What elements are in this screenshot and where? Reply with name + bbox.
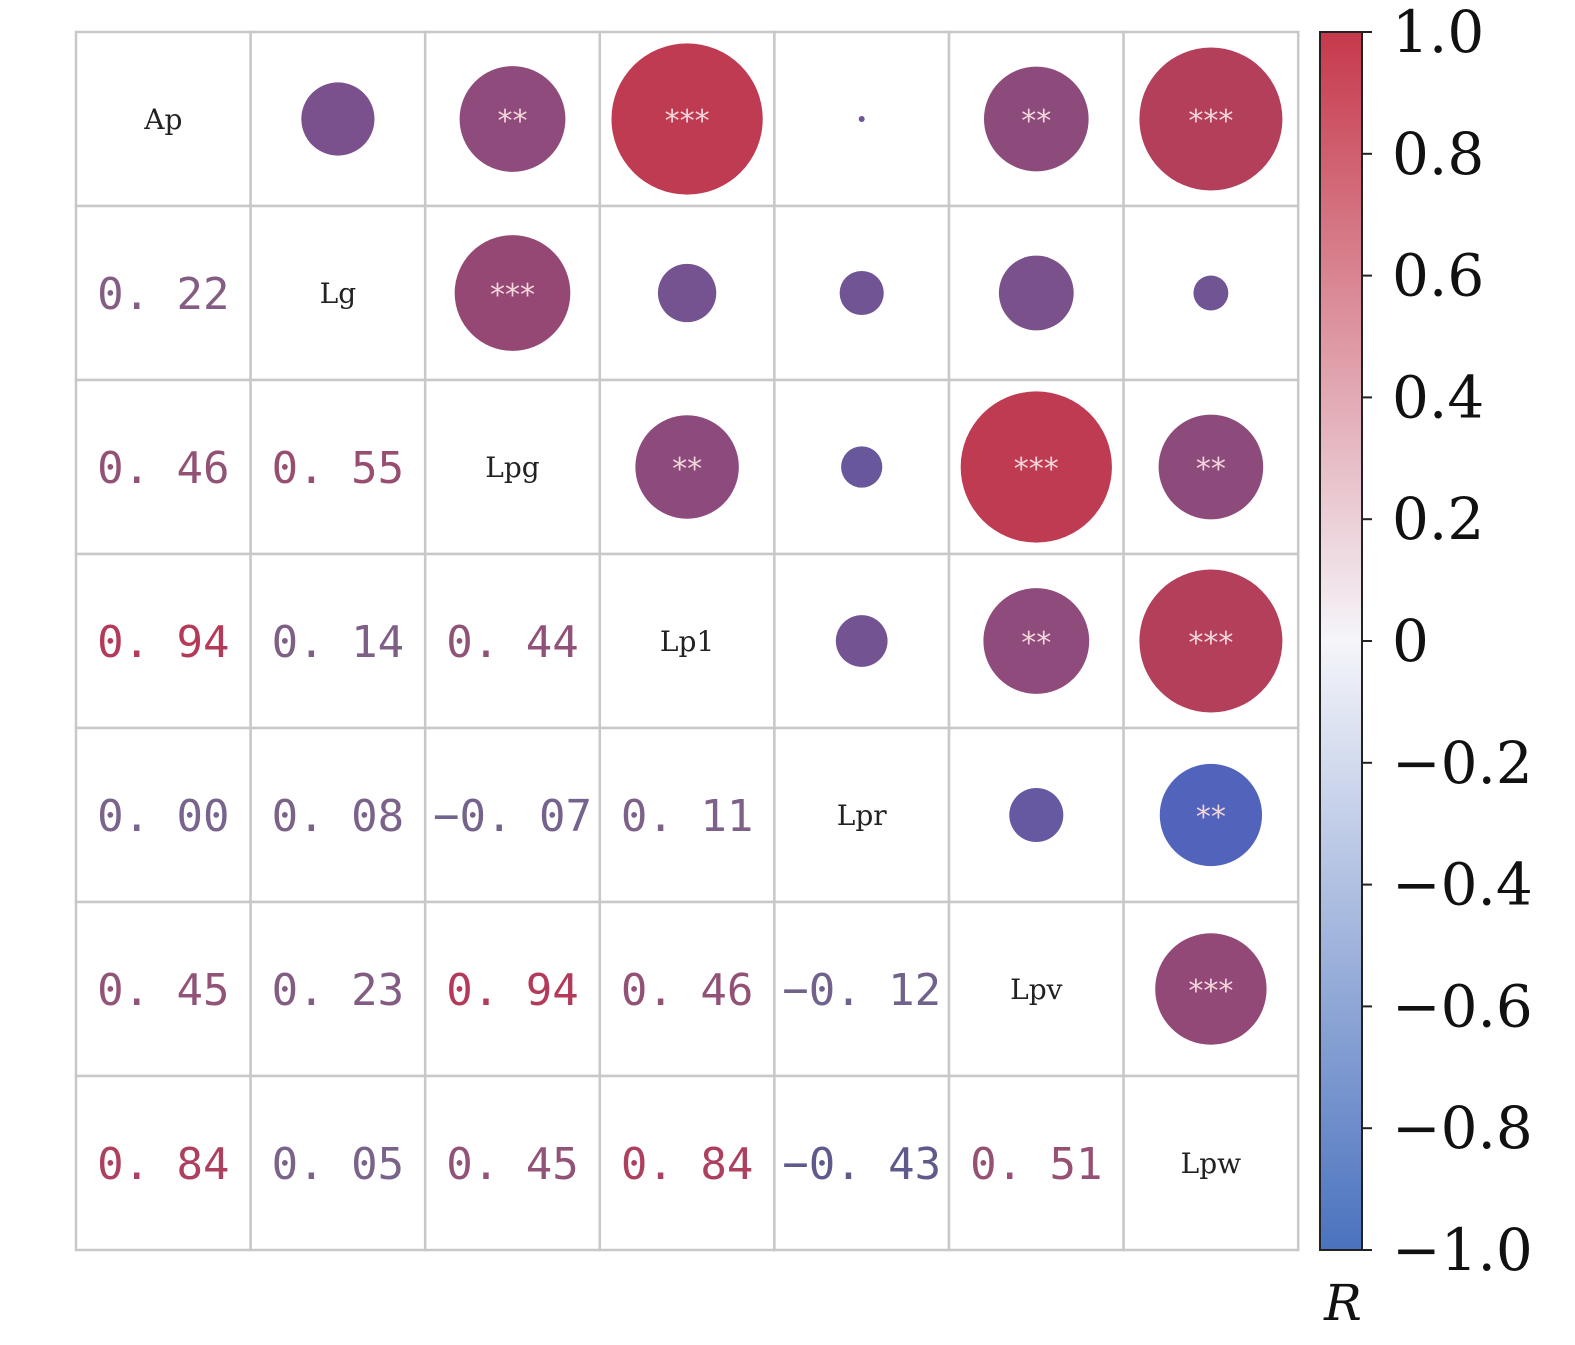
correlation-value: 0. 46 [97, 443, 229, 494]
significance-label: ** [1196, 800, 1226, 835]
correlation-circle [1155, 933, 1267, 1045]
correlation-circle [858, 116, 865, 122]
correlation-circle [611, 43, 763, 195]
variable-label: Lp1 [660, 625, 714, 658]
correlation-circle [301, 82, 375, 156]
significance-label: ** [1021, 626, 1051, 661]
grid-cell [947, 1074, 1125, 1252]
grid-cell [423, 378, 602, 556]
significance-label: ** [672, 452, 702, 487]
correlation-circle [1159, 763, 1263, 867]
grid-cell [598, 552, 776, 730]
correlation-circle [983, 66, 1089, 172]
grid-cell [249, 900, 427, 1078]
variable-label: Lpv [1010, 973, 1063, 1006]
marks-layer: Ap ** *** ** ***0. 22 Lg ***0. 46 0. 55 Lpg ** ***… [97, 43, 1283, 1190]
significance-label: *** [490, 278, 535, 313]
colorbar-tick-label: 0.4 [1392, 363, 1484, 431]
significance-label: ** [1021, 104, 1051, 139]
grid-cell [423, 726, 602, 904]
correlation-circle [1139, 47, 1283, 191]
significance-label: ** [1196, 452, 1226, 487]
colorbar-gradient [1319, 31, 1363, 1251]
correlation-circle [1193, 275, 1229, 311]
correlation-circle [839, 270, 884, 316]
significance-label: *** [1014, 452, 1059, 487]
correlation-circle [1158, 414, 1264, 520]
correlation-value: 0. 46 [621, 965, 753, 1016]
grid-cell [1122, 204, 1300, 382]
colorbar-tick-label: −0.8 [1392, 1094, 1533, 1162]
significance-label: *** [1188, 104, 1233, 139]
significance-label: *** [1188, 974, 1233, 1009]
correlation-circle [1009, 787, 1064, 843]
correlation-value: 0. 44 [446, 617, 578, 668]
colorbar-tick-label: 0.2 [1392, 485, 1484, 553]
correlation-circle [1139, 569, 1283, 713]
correlation-value: −0. 12 [782, 965, 941, 1016]
correlation-circle [841, 446, 883, 488]
correlation-value: 0. 94 [446, 965, 578, 1016]
correlation-circle [657, 263, 717, 323]
correlation-value: 0. 23 [272, 965, 404, 1016]
grid-cell [74, 900, 252, 1078]
correlation-value: 0. 11 [621, 791, 753, 842]
grid-cell [1122, 1074, 1300, 1252]
correlation-value: 0. 45 [97, 965, 229, 1016]
correlation-value: 0. 08 [272, 791, 404, 842]
correlation-value: 0. 94 [97, 617, 229, 668]
colorbar: R 1.0 0.8 0.6 0.4 0.2 0 −0.2 −0.4 −0.6 −0.8 −1.0 [1319, 0, 1533, 1332]
grid-cell [249, 378, 427, 556]
grid-cell [74, 726, 252, 904]
grid-cell [74, 1074, 252, 1252]
colorbar-tick-label: 0.8 [1392, 120, 1484, 188]
grid-cell [249, 552, 427, 730]
significance-label: ** [498, 104, 528, 139]
correlation-value: −0. 43 [782, 1139, 941, 1190]
variable-label: Lpr [837, 799, 888, 832]
grid-cell [773, 1074, 951, 1252]
grid-cell [74, 552, 252, 730]
grid-cell [598, 1074, 776, 1252]
variable-label: Ap [143, 103, 182, 136]
grid-cell [423, 900, 602, 1078]
significance-label: *** [1188, 626, 1233, 661]
correlation-value: 0. 22 [97, 269, 229, 320]
correlation-circle [998, 255, 1074, 331]
colorbar-tick-label: 0.6 [1392, 242, 1484, 310]
correlation-circle [983, 588, 1090, 694]
grid-cell [74, 204, 252, 382]
colorbar-tick-label: −1.0 [1392, 1216, 1533, 1284]
grid-cell [423, 1074, 602, 1252]
correlation-circle [835, 615, 888, 667]
correlation-value: 0. 51 [970, 1139, 1102, 1190]
colorbar-tick-label: 1.0 [1392, 0, 1484, 66]
colorbar-label: R [1323, 1274, 1362, 1332]
grid-cell [598, 900, 776, 1078]
colorbar-tick-label: −0.2 [1392, 729, 1533, 797]
significance-label: *** [665, 104, 710, 139]
correlation-circle [960, 391, 1112, 543]
correlation-value: 0. 00 [97, 791, 229, 842]
variable-label: Lpg [485, 451, 540, 484]
correlation-circle [454, 235, 571, 351]
correlation-value: 0. 45 [446, 1139, 578, 1190]
correlation-value: −0. 07 [433, 791, 592, 842]
colorbar-tick-label: −0.6 [1392, 972, 1533, 1040]
correlation-value: 0. 05 [272, 1139, 404, 1190]
correlation-value: 0. 84 [621, 1139, 753, 1190]
correlation-circle [459, 66, 566, 172]
variable-label: Lg [320, 277, 357, 310]
colorbar-tick-label: −0.4 [1392, 851, 1533, 919]
grid-cell [773, 900, 951, 1078]
correlation-value: 0. 55 [272, 443, 404, 494]
correlation-value: 0. 84 [97, 1139, 229, 1190]
correlation-circle [635, 415, 739, 519]
colorbar-tick-label: 0 [1392, 607, 1429, 675]
correlation-value: 0. 14 [272, 617, 404, 668]
grid-cell [74, 30, 252, 208]
variable-label: Lpw [1181, 1147, 1242, 1180]
